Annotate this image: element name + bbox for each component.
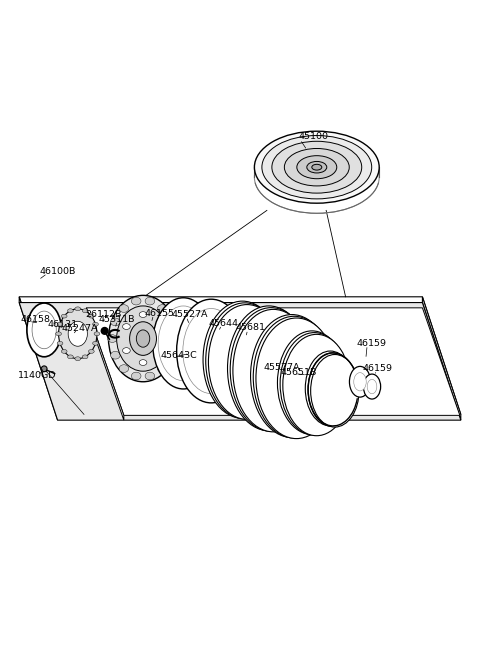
Ellipse shape [156, 348, 164, 354]
Text: 45311B: 45311B [98, 315, 135, 324]
Text: 46158: 46158 [20, 315, 50, 324]
Ellipse shape [68, 309, 73, 313]
Ellipse shape [157, 365, 167, 373]
Polygon shape [86, 308, 460, 415]
Ellipse shape [82, 355, 88, 359]
Text: 46155: 46155 [145, 309, 175, 318]
Ellipse shape [130, 321, 156, 356]
Ellipse shape [68, 355, 73, 359]
Text: 46131: 46131 [47, 319, 77, 329]
Ellipse shape [93, 341, 98, 345]
Ellipse shape [57, 341, 63, 345]
Ellipse shape [311, 354, 359, 427]
Text: 45644: 45644 [209, 319, 239, 328]
Ellipse shape [139, 312, 147, 318]
Ellipse shape [75, 307, 81, 311]
Ellipse shape [110, 352, 120, 359]
Ellipse shape [308, 353, 357, 426]
Ellipse shape [284, 148, 349, 186]
Ellipse shape [119, 304, 129, 312]
Ellipse shape [305, 351, 355, 426]
Ellipse shape [68, 321, 87, 346]
Ellipse shape [94, 332, 100, 336]
Ellipse shape [203, 301, 282, 419]
Circle shape [41, 366, 47, 372]
Ellipse shape [156, 323, 164, 329]
Text: 45651B: 45651B [280, 367, 317, 377]
Ellipse shape [136, 330, 150, 347]
Polygon shape [19, 297, 461, 415]
Ellipse shape [157, 304, 167, 312]
Ellipse shape [27, 303, 61, 357]
Text: 46159: 46159 [363, 364, 393, 373]
Ellipse shape [272, 141, 362, 193]
Ellipse shape [280, 333, 348, 435]
Text: 45577A: 45577A [263, 363, 300, 372]
Text: 45527A: 45527A [172, 310, 208, 319]
Text: 46100B: 46100B [39, 267, 76, 276]
Polygon shape [19, 297, 58, 420]
Ellipse shape [108, 335, 117, 342]
Text: 26112B: 26112B [85, 310, 122, 319]
Ellipse shape [61, 350, 67, 354]
Ellipse shape [57, 322, 63, 326]
Ellipse shape [132, 372, 141, 380]
Ellipse shape [312, 164, 322, 170]
Circle shape [101, 327, 108, 335]
Ellipse shape [307, 161, 327, 173]
Ellipse shape [93, 322, 98, 326]
Ellipse shape [32, 311, 56, 349]
Ellipse shape [363, 374, 381, 399]
Ellipse shape [145, 297, 155, 305]
Ellipse shape [117, 306, 169, 371]
Ellipse shape [262, 136, 372, 199]
Ellipse shape [233, 310, 314, 432]
Ellipse shape [208, 304, 286, 419]
Ellipse shape [256, 318, 337, 439]
Ellipse shape [354, 373, 366, 391]
Ellipse shape [228, 306, 310, 431]
Ellipse shape [230, 308, 312, 431]
Ellipse shape [169, 335, 179, 342]
Text: 45247A: 45247A [61, 325, 98, 333]
Ellipse shape [251, 315, 333, 438]
Ellipse shape [177, 299, 246, 403]
Ellipse shape [349, 367, 371, 397]
Text: 1140GD: 1140GD [18, 371, 57, 380]
Ellipse shape [119, 365, 129, 373]
Ellipse shape [277, 331, 347, 434]
Text: 45681: 45681 [235, 323, 265, 333]
Ellipse shape [56, 332, 61, 336]
Ellipse shape [153, 298, 214, 389]
Ellipse shape [158, 306, 208, 380]
Polygon shape [422, 297, 461, 420]
Ellipse shape [367, 379, 377, 394]
Ellipse shape [82, 309, 88, 313]
Ellipse shape [183, 308, 240, 394]
Ellipse shape [166, 318, 176, 326]
Ellipse shape [166, 352, 176, 359]
Ellipse shape [206, 303, 284, 419]
Text: 46159: 46159 [356, 339, 386, 348]
Ellipse shape [254, 131, 379, 203]
Ellipse shape [283, 335, 350, 436]
Polygon shape [86, 308, 124, 420]
Text: 45100: 45100 [299, 133, 328, 142]
Ellipse shape [59, 309, 97, 359]
Ellipse shape [122, 323, 130, 329]
Ellipse shape [88, 350, 94, 354]
Ellipse shape [253, 316, 335, 438]
Ellipse shape [88, 314, 94, 318]
Ellipse shape [110, 318, 120, 326]
Ellipse shape [132, 297, 141, 305]
Ellipse shape [108, 295, 178, 382]
Ellipse shape [297, 155, 337, 178]
Ellipse shape [145, 372, 155, 380]
Ellipse shape [75, 357, 81, 361]
Ellipse shape [139, 359, 147, 365]
Ellipse shape [61, 314, 67, 318]
Polygon shape [19, 302, 461, 420]
Ellipse shape [122, 348, 130, 354]
Text: 45643C: 45643C [161, 352, 198, 360]
